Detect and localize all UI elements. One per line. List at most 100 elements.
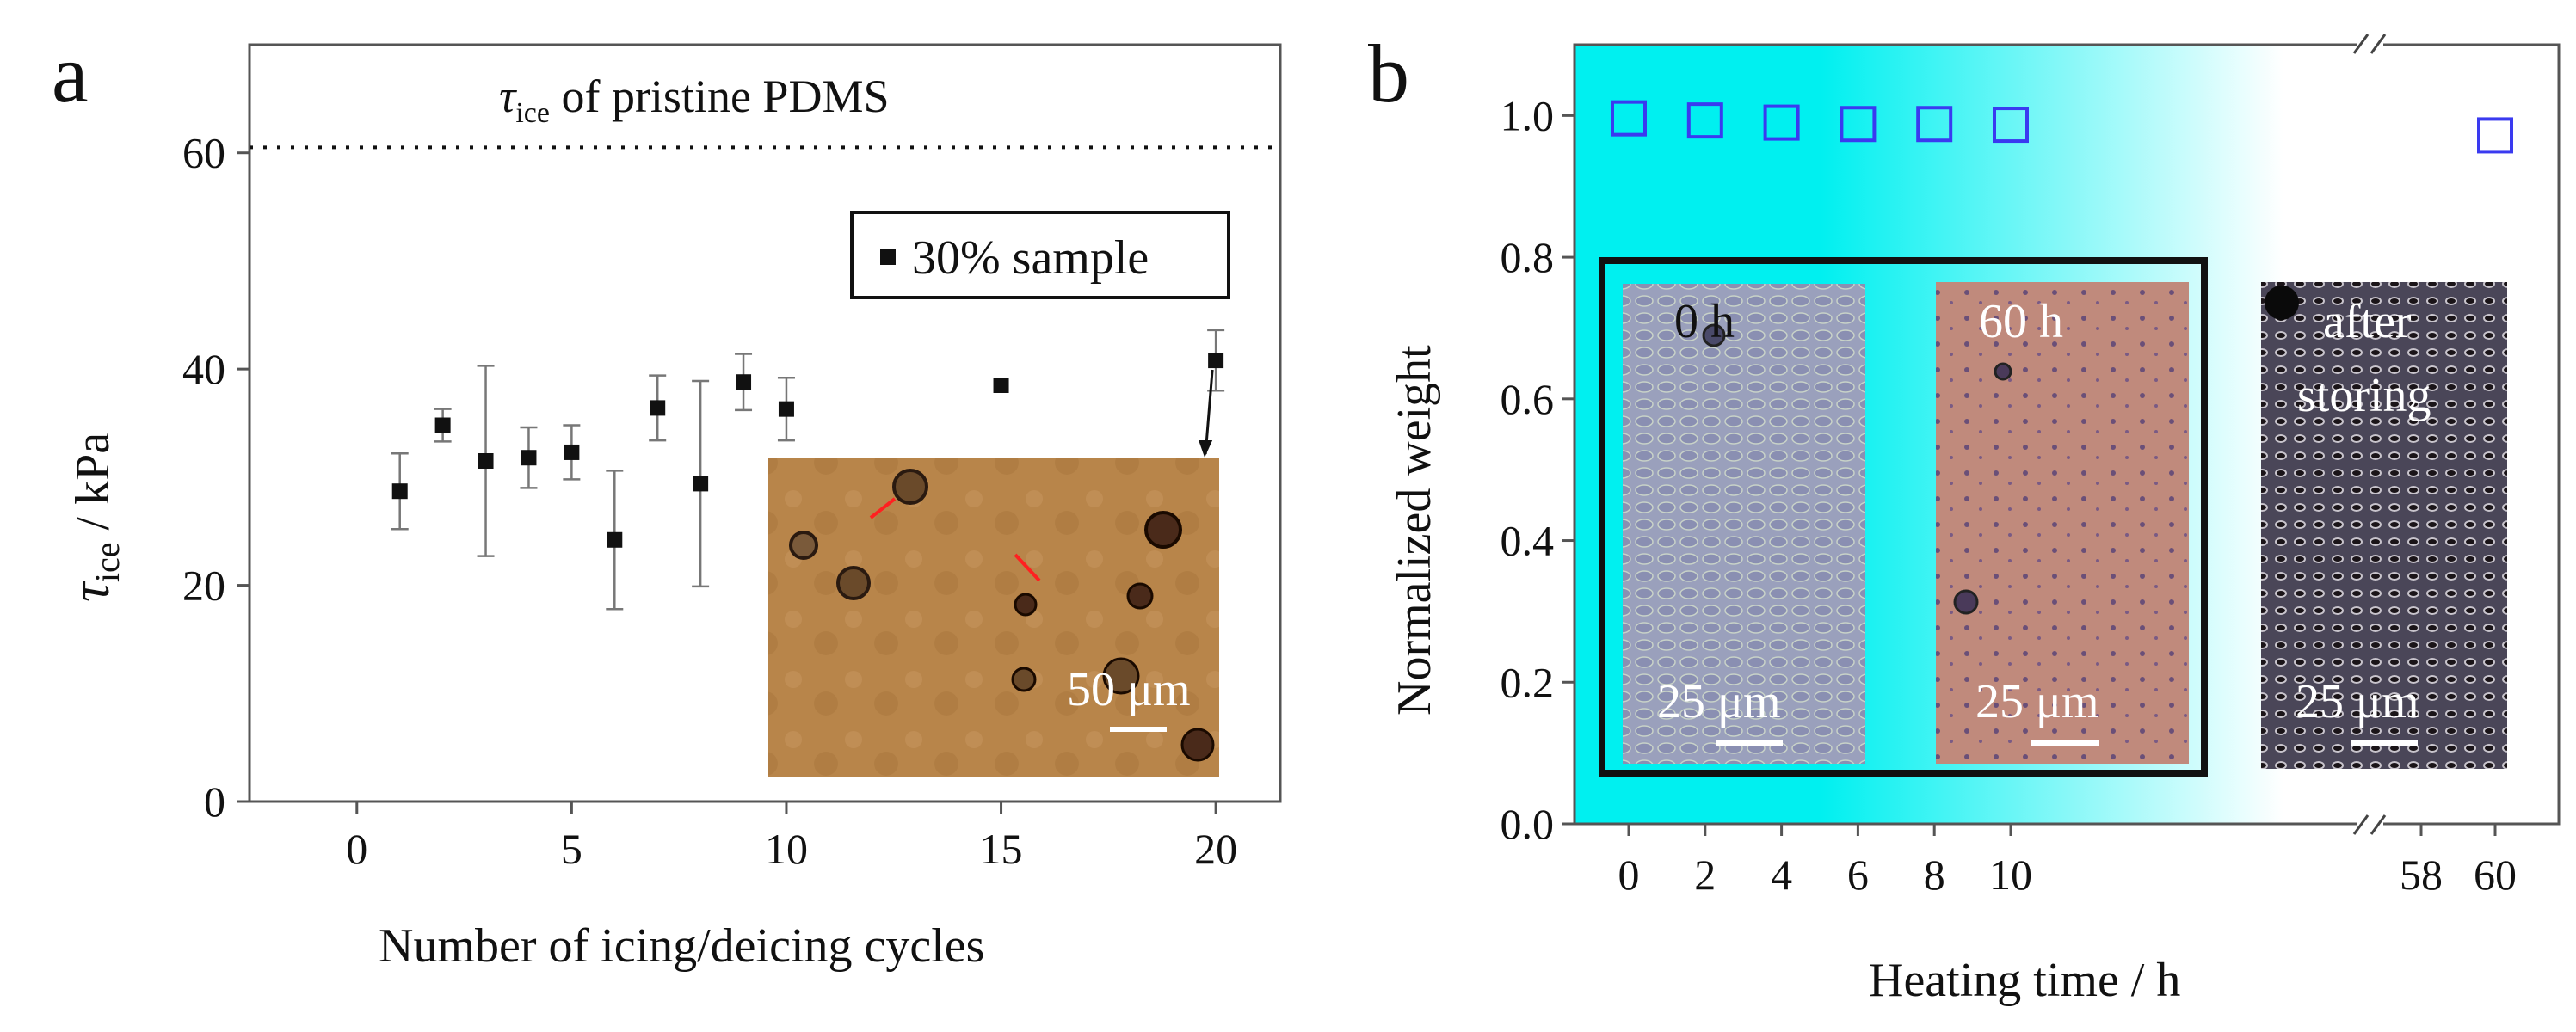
data-point [521, 450, 537, 466]
panel-b-plot-frame [1573, 43, 2561, 826]
y-tick-label: 20 [182, 562, 225, 610]
contact-angle-mark [1014, 553, 1041, 582]
inset-scale-bar-label: 50 μm [1067, 663, 1191, 716]
data-point [778, 401, 794, 417]
data-point [434, 417, 451, 433]
y-tick-label: 40 [182, 345, 225, 393]
x-tick-label: 58 [2400, 851, 2443, 899]
droplet [2265, 286, 2299, 320]
data-point [2477, 117, 2513, 154]
x-tick-label: 5 [561, 825, 582, 873]
droplet [1144, 511, 1182, 549]
micrograph-photo [768, 458, 1219, 777]
x-axis-ticks: 0 2 4 6 8 10 58 60 [1618, 824, 2517, 899]
droplet [1126, 582, 1154, 610]
axis-break [2352, 34, 2387, 835]
inset-60h: 60 h 25 μm [1936, 282, 2189, 764]
x-tick-label: 10 [1989, 851, 2032, 899]
inset-60h-scale-label: 25 μm [1975, 675, 2099, 728]
micrograph-inset: 50 μm [768, 458, 1219, 777]
inset-after-storing-label-line1: after [2323, 295, 2412, 348]
panel-a: a τice of pristine PDMS 30% sample 0 20 40… [52, 28, 1282, 973]
data-point [1686, 102, 1723, 139]
axis-break-mark [2352, 814, 2370, 835]
data-point [1916, 106, 1953, 143]
droplet [1994, 362, 2012, 381]
panel-a-letter: a [52, 28, 89, 120]
droplet [789, 531, 818, 560]
droplet [892, 469, 928, 505]
data-point [693, 476, 709, 492]
x-tick-label: 4 [1771, 851, 1792, 899]
legend-box [850, 211, 1230, 299]
x-tick-label: 60 [2474, 851, 2517, 899]
inset-after-storing: after storing 25 μm [2261, 282, 2507, 769]
axis-break-mark [2370, 814, 2387, 835]
inset-60h-label: 60 h [1979, 295, 2063, 348]
inset-0h-label: 0 h [1674, 295, 1735, 348]
reference-line-label: τice of pristine PDMS [499, 71, 890, 129]
y-tick-label: 60 [182, 129, 225, 177]
data-points [1611, 100, 2513, 154]
y-tick-label: 0 [204, 777, 225, 826]
droplet [1180, 728, 1215, 762]
legend-label: 30% sample [912, 231, 1149, 285]
droplet [836, 566, 871, 600]
axis-break-mark [2352, 34, 2370, 54]
y-axis-ticks: 0.0 0.2 0.4 0.6 0.8 1.0 [1501, 91, 1575, 848]
x-tick-label: 6 [1847, 851, 1869, 899]
data-point [1840, 106, 1877, 143]
legend: 30% sample [850, 211, 1230, 299]
inset-group-frame [1599, 257, 2208, 777]
inset-after-storing-photo [2261, 282, 2507, 769]
legend-marker [880, 249, 896, 265]
data-point [607, 531, 623, 548]
data-point [1208, 353, 1224, 369]
data-point [1993, 107, 2029, 144]
y-tick-label: 0.2 [1501, 658, 1555, 706]
data-point [650, 400, 666, 416]
x-axis-ticks: 0 5 10 15 20 [346, 802, 1237, 873]
x-tick-label: 20 [1194, 825, 1237, 873]
y-tick-label: 0.4 [1501, 517, 1555, 565]
inset-after-storing-scale-label: 25 μm [2296, 675, 2419, 728]
y-tick-label: 1.0 [1501, 91, 1555, 139]
droplet [1102, 657, 1140, 695]
droplet [1953, 589, 1979, 615]
x-tick-label: 15 [980, 825, 1023, 873]
panel-b: b 0 h 25 μm 60 h [1368, 28, 2561, 1007]
y-tick-label: 0.0 [1501, 800, 1555, 848]
x-tick-label: 0 [1618, 851, 1640, 899]
y-axis-label: τice / kPa [59, 433, 126, 602]
data-point [736, 374, 752, 390]
droplet [1011, 666, 1037, 692]
inset-60h-photo [1936, 282, 2189, 764]
inset-pointer-arrowhead [1199, 440, 1213, 458]
data-point [993, 378, 1009, 393]
data-point [564, 444, 580, 460]
y-axis-label: Normalized weight [1388, 345, 1441, 716]
axis-break-gap-top [2357, 34, 2383, 57]
panel-b-letter: b [1368, 28, 1409, 120]
x-tick-label: 10 [765, 825, 808, 873]
data-points [391, 353, 1224, 548]
x-axis-label: Number of icing/deicing cycles [379, 919, 984, 973]
inset-0h: 0 h 25 μm [1623, 284, 1865, 764]
data-point [391, 483, 408, 500]
micrograph-insets: 0 h 25 μm 60 h 25 μm after storing 25 μm [1599, 257, 2507, 777]
data-point [1763, 104, 1800, 141]
droplet [1702, 323, 1726, 347]
x-tick-label: 2 [1694, 851, 1716, 899]
x-tick-label: 8 [1924, 851, 1945, 899]
inset-pointer-arrow [1204, 369, 1214, 455]
panel-a-plot-frame [248, 43, 1282, 803]
droplet [1014, 593, 1038, 617]
data-point [478, 453, 494, 469]
y-tick-label: 0.8 [1501, 233, 1555, 281]
y-axis-ticks: 0 20 40 60 [182, 129, 250, 826]
data-point [1611, 100, 1647, 137]
x-axis-label: Heating time / h [1869, 954, 2180, 1007]
inset-0h-photo [1623, 284, 1865, 764]
contact-angle-mark [869, 497, 897, 519]
